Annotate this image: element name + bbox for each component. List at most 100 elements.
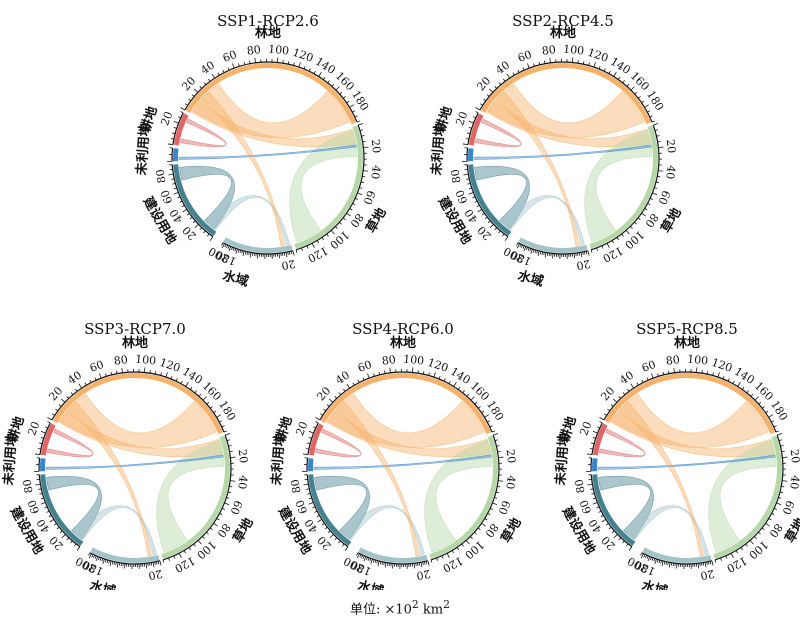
axis-tick xyxy=(199,86,203,89)
flow-ribbon xyxy=(313,454,492,470)
axis-tick xyxy=(608,526,612,530)
sector-arc xyxy=(90,547,160,563)
axis-tick xyxy=(484,216,488,220)
axis-tick xyxy=(206,233,210,237)
axis-tick xyxy=(367,373,370,379)
axis-tick xyxy=(321,522,325,526)
axis-tick xyxy=(230,456,236,458)
axis-tick xyxy=(706,561,708,565)
sector-label: 耕地 xyxy=(137,105,160,135)
axis-tick xyxy=(616,237,620,241)
axis-tick xyxy=(35,483,41,486)
axis-tick xyxy=(154,371,157,375)
axis-tick xyxy=(40,502,46,505)
axis-tick xyxy=(658,146,664,148)
axis-tick xyxy=(356,552,359,556)
axis-tick xyxy=(209,406,213,409)
axis-tick xyxy=(175,378,178,382)
flow-ribbon xyxy=(314,476,370,540)
axis-tick xyxy=(242,250,245,256)
tick-label: 80 xyxy=(572,478,587,494)
tick-label: 100 xyxy=(135,353,157,368)
axis-tick xyxy=(645,554,648,558)
axis-tick xyxy=(322,76,326,80)
sector-arc xyxy=(589,125,658,249)
axis-tick xyxy=(527,247,530,251)
axis-tick xyxy=(339,91,343,95)
axis-tick xyxy=(476,204,480,208)
axis-tick xyxy=(658,559,661,564)
axis-tick xyxy=(338,540,341,544)
tick-label: 40 xyxy=(586,517,604,536)
axis-tick xyxy=(720,557,722,561)
axis-tick xyxy=(663,561,666,565)
axis-tick xyxy=(359,554,362,558)
axis-tick xyxy=(145,563,148,569)
axis-tick xyxy=(216,414,222,418)
tick-label: 40 xyxy=(65,368,84,387)
axis-tick xyxy=(600,514,604,518)
axis-tick xyxy=(209,236,214,241)
axis-tick xyxy=(765,522,770,527)
sector-label: 耕地 xyxy=(4,415,27,445)
axis-tick xyxy=(160,372,162,376)
axis-tick xyxy=(504,236,509,241)
tick-label: 100 xyxy=(746,538,770,562)
axis-tick xyxy=(657,373,659,377)
axis-tick xyxy=(655,181,659,184)
sector-arc xyxy=(173,113,189,146)
axis-tick xyxy=(226,439,231,442)
axis-tick xyxy=(430,559,433,563)
axis-tick xyxy=(366,557,368,561)
axis-tick xyxy=(501,233,505,237)
tick-label: 60 xyxy=(495,499,512,517)
axis-tick xyxy=(377,560,380,566)
tick-label: 60 xyxy=(516,48,534,65)
axis-tick xyxy=(676,563,678,569)
axis-tick xyxy=(656,559,659,563)
tick-label: 100 xyxy=(687,353,709,368)
axis-tick xyxy=(640,552,643,556)
tick-label: 80 xyxy=(153,168,168,184)
flow-ribbon xyxy=(474,166,530,230)
axis-tick xyxy=(219,513,223,516)
axis-tick xyxy=(761,527,765,531)
flow-ribbon xyxy=(315,428,362,458)
sector-label: 耕地 xyxy=(432,105,455,135)
axis-tick xyxy=(749,540,754,545)
tick-label: 40 xyxy=(368,164,383,180)
axis-tick xyxy=(38,488,42,490)
axis-tick xyxy=(55,408,59,412)
axis-tick xyxy=(630,226,633,229)
axis-tick xyxy=(517,69,520,73)
tick-label: 180 xyxy=(216,398,238,423)
axis-tick xyxy=(40,430,46,434)
axis-tick xyxy=(481,522,486,527)
axis-tick xyxy=(206,531,209,535)
axis-tick xyxy=(660,560,662,564)
axis-tick xyxy=(357,379,360,383)
tick-label: 180 xyxy=(349,88,371,113)
axis-tick xyxy=(494,227,498,231)
axis-tick xyxy=(661,560,664,566)
axis-tick xyxy=(472,196,476,199)
axis-tick xyxy=(95,556,99,562)
tick-label: 80 xyxy=(448,168,463,184)
axis-tick xyxy=(109,560,112,566)
axis-tick xyxy=(362,377,365,381)
axis-tick xyxy=(593,62,596,68)
tick-label: 60 xyxy=(88,358,106,375)
axis-tick xyxy=(381,561,383,565)
axis-tick xyxy=(498,456,504,458)
sector-axis xyxy=(466,147,469,162)
flow-ribbon xyxy=(486,100,652,148)
tick-label: 20 xyxy=(699,567,715,582)
axis-tick xyxy=(312,506,316,509)
axis-tick xyxy=(352,203,356,206)
axis-tick xyxy=(302,453,308,456)
chart-title: SSP2-RCP4.5 xyxy=(512,12,614,30)
sector-arc xyxy=(52,373,224,435)
axis-tick xyxy=(61,398,66,403)
